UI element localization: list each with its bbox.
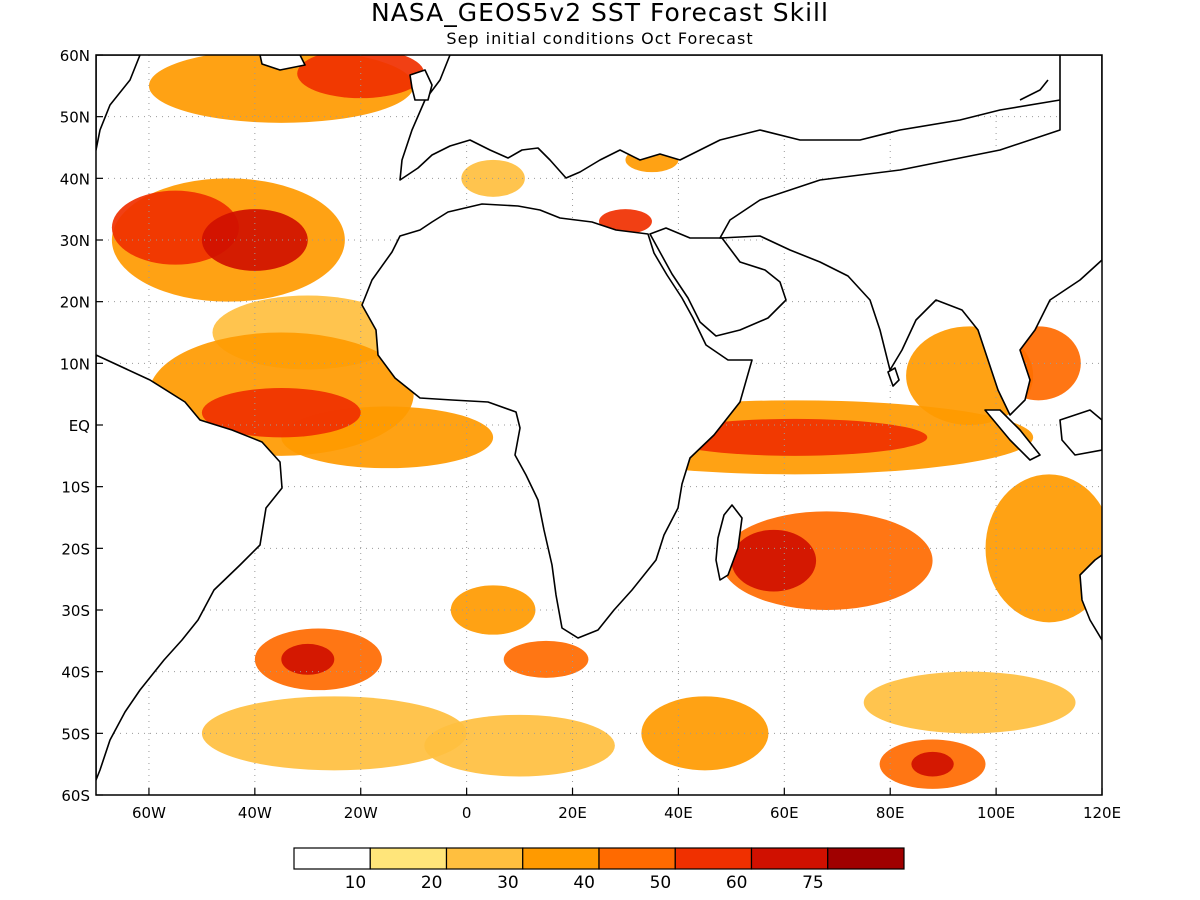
colorbar-label: 50 — [650, 873, 672, 893]
colorbar-label: 75 — [802, 873, 824, 893]
colorbar: 10 20 30 40 50 60 75 — [293, 847, 905, 893]
latitude-axis: 60N 50N 40N 30N 20N 10N EQ 10S 20S 30S 40S 50S 60S — [60, 47, 103, 805]
borneo-landmass — [1059, 409, 1102, 456]
skill-region-29 — [911, 751, 954, 777]
colorbar-label: 60 — [726, 873, 748, 893]
lat-tick-label: 20N — [60, 294, 90, 312]
madagascar-landmass — [715, 504, 743, 581]
skill-region-2 — [201, 696, 467, 771]
colorbar-swatch — [369, 847, 448, 870]
lat-tick-label: 10S — [61, 479, 90, 497]
lat-tick-label: 30S — [61, 602, 90, 620]
skill-region-3 — [863, 671, 1076, 734]
colorbar-swatch — [445, 847, 524, 870]
skill-region-22 — [297, 55, 425, 99]
skill-region-1 — [424, 714, 615, 777]
lat-tick-label: 60N — [60, 47, 90, 65]
lon-tick-label: 100E — [977, 804, 1015, 822]
skill-region-28 — [281, 643, 335, 675]
skill-region-26 — [201, 209, 308, 271]
lat-tick-label: 50S — [61, 725, 90, 743]
british-isles-landmass — [409, 69, 433, 101]
sri-lanka-landmass — [887, 367, 900, 387]
lat-tick-label: 20S — [61, 540, 90, 558]
sumatra-landmass — [984, 409, 1041, 461]
lon-tick-label: 20E — [558, 804, 587, 822]
lon-tick-label: 120E — [1083, 804, 1121, 822]
skill-region-4 — [461, 159, 525, 197]
colorbar-swatch — [674, 847, 753, 870]
lon-tick-label: 40W — [238, 804, 272, 822]
japan-coastline — [1019, 79, 1049, 101]
colorbar-label: 40 — [573, 873, 595, 893]
lon-tick-label: 0 — [462, 804, 472, 822]
colorbar-swatch — [827, 847, 905, 870]
lat-tick-label: 10N — [60, 355, 90, 373]
colorbar-label: 30 — [497, 873, 519, 893]
arabia-landmass — [649, 227, 787, 337]
skill-region-18 — [503, 640, 589, 678]
lat-tick-label: 50N — [60, 109, 90, 127]
asia-landmass — [719, 55, 1102, 416]
skill-region-11 — [985, 474, 1102, 623]
colorbar-swatch — [598, 847, 676, 870]
lat-tick-label: 40S — [61, 664, 90, 682]
skill-region-24 — [662, 418, 928, 456]
skill-region-13 — [641, 696, 769, 771]
australia-landmass — [1079, 554, 1102, 641]
lon-tick-label: 60W — [132, 804, 166, 822]
colorbar-label: 20 — [421, 873, 443, 893]
colorbar-swatch — [750, 847, 829, 870]
lon-tick-label: 80E — [876, 804, 905, 822]
longitude-axis: 60W 40W 20W 0 20E 40E 60E 80E 100E 120E — [132, 788, 1121, 822]
colorbar-label: 10 — [345, 873, 367, 893]
lon-tick-label: 40E — [664, 804, 693, 822]
lat-tick-label: 30N — [60, 232, 90, 250]
skill-region-23 — [201, 388, 361, 438]
europe-landmass — [399, 55, 1102, 181]
lon-tick-label: 20W — [344, 804, 378, 822]
lon-tick-label: 60E — [770, 804, 799, 822]
skill-region-12 — [450, 585, 536, 635]
coastlines — [96, 55, 1102, 781]
map-area: 60W 40W 20W 0 20E 40E 60E 80E 100E 120E 60N 50N 40N… — [60, 47, 1121, 822]
colorbar-swatch — [293, 847, 371, 870]
figure-title: NASA_GEOS5v2 SST Forecast Skill — [371, 0, 829, 27]
lat-tick-label: EQ — [69, 417, 90, 435]
lat-tick-label: 60S — [61, 787, 90, 805]
south-america-landmass — [96, 354, 283, 781]
skill-region-27 — [731, 529, 817, 592]
africa-landmass — [361, 203, 753, 639]
north-america-landmass — [96, 55, 141, 151]
colorbar-swatch — [522, 847, 600, 870]
figure-subtitle: Sep initial conditions Oct Forecast — [446, 29, 753, 48]
skill-field — [111, 55, 1102, 789]
lat-tick-label: 40N — [60, 170, 90, 188]
iceland-landmass — [259, 55, 306, 71]
skill-region-25 — [599, 209, 652, 234]
